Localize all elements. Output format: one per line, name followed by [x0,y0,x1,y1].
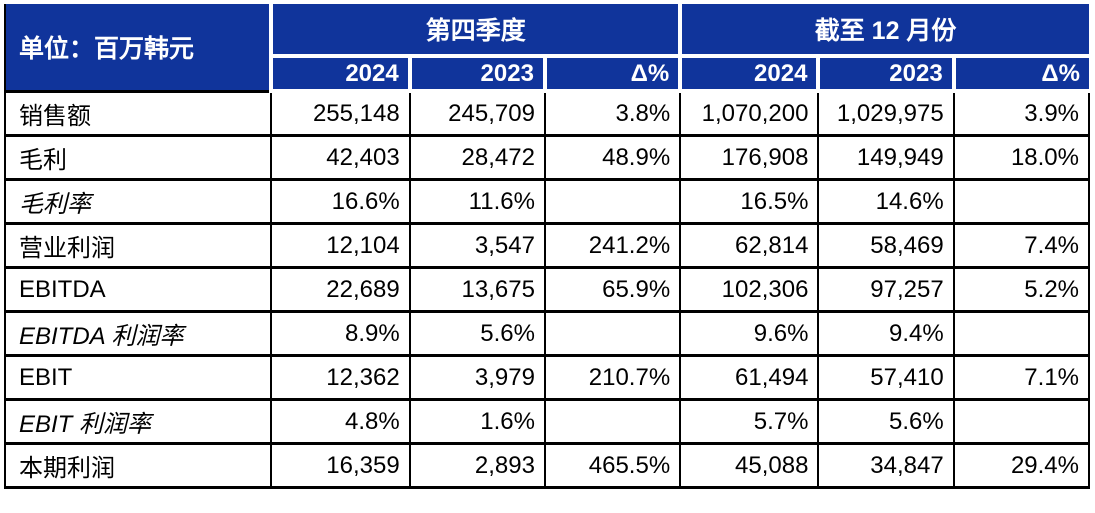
value-cell: 1,070,200 [679,89,820,137]
value-cell: 2,893 [408,442,546,489]
value-cell: 3,547 [408,222,546,269]
value-cell: 465.5% [543,442,682,489]
value-cell: 241.2% [543,222,682,269]
value-cell: 5.7% [679,398,820,445]
value-cell [543,310,682,357]
table-row-ebit-margin: EBIT 利润率 4.8% 1.6% 5.7% 5.6% [3,398,1091,445]
year-header-row: 2024 2023 Δ% 2024 2023 Δ% [5,54,1089,93]
value-cell [952,398,1091,445]
value-cell: 5.6% [817,398,955,445]
value-cell: 11.6% [408,178,546,225]
value-cell: 3.9% [952,89,1091,137]
value-cell: 210.7% [543,354,682,401]
value-cell: 18.0% [952,134,1091,181]
table-row-net-profit: 本期利润 16,359 2,893 465.5% 45,088 34,847 2… [3,442,1091,489]
table-row-ebit: EBIT 12,362 3,979 210.7% 61,494 57,410 7… [3,354,1091,401]
value-cell [543,178,682,225]
value-cell: 4.8% [270,398,411,445]
row-label: 毛利率 [3,178,273,225]
value-cell: 9.4% [817,310,955,357]
table-header: 单位：百万韩元 第四季度 截至 12 月份 2024 2023 Δ% 2024 … [3,4,1089,93]
table-row-gross-margin: 毛利率 16.6% 11.6% 16.5% 14.6% [3,178,1091,225]
row-label: 营业利润 [3,222,273,269]
column-header-q4-2024: 2024 [269,54,412,93]
column-header-q4-delta: Δ% [542,54,683,93]
value-cell: 7.1% [952,354,1091,401]
value-cell: 13,675 [408,266,546,313]
value-cell: 1,029,975 [817,89,955,137]
column-group-q4: 第四季度 [269,4,683,58]
value-cell: 34,847 [817,442,955,489]
value-cell [952,310,1091,357]
value-cell [543,398,682,445]
value-cell: 22,689 [270,266,411,313]
row-label: EBITDA 利润率 [3,310,273,357]
row-label: EBIT [3,354,273,401]
unit-label: 单位：百万韩元 [3,4,274,91]
table-row-gross-profit: 毛利 42,403 28,472 48.9% 176,908 149,949 1… [3,134,1091,181]
value-cell: 8.9% [270,310,411,357]
value-cell: 1.6% [408,398,546,445]
value-cell: 97,257 [817,266,955,313]
table-row-operating-profit: 营业利润 12,104 3,547 241.2% 62,814 58,469 7… [3,222,1091,269]
value-cell [952,178,1091,225]
value-cell: 29.4% [952,442,1091,489]
value-cell: 14.6% [817,178,955,225]
value-cell: 65.9% [543,266,682,313]
column-header-ytd-delta: Δ% [951,54,1089,93]
value-cell: 102,306 [679,266,820,313]
table-body: 销售额 255,148 245,709 3.8% 1,070,200 1,029… [3,89,1091,489]
value-cell: 245,709 [408,89,546,137]
value-cell: 16,359 [270,442,411,489]
value-cell: 16.6% [270,178,411,225]
value-cell: 58,469 [817,222,955,269]
value-cell: 57,410 [817,354,955,401]
value-cell: 61,494 [679,354,820,401]
table-row-sales: 销售额 255,148 245,709 3.8% 1,070,200 1,029… [3,89,1091,137]
financial-results-table: 单位：百万韩元 第四季度 截至 12 月份 2024 2023 Δ% 2024 … [3,4,1091,489]
table-row-ebitda-margin: EBITDA 利润率 8.9% 5.6% 9.6% 9.4% [3,310,1091,357]
value-cell: 255,148 [270,89,411,137]
value-cell: 28,472 [408,134,546,181]
value-cell: 9.6% [679,310,820,357]
column-header-ytd-2024: 2024 [678,54,821,93]
row-label: 毛利 [3,134,273,181]
value-cell: 16.5% [679,178,820,225]
value-cell: 48.9% [543,134,682,181]
value-cell: 42,403 [270,134,411,181]
value-cell: 7.4% [952,222,1091,269]
table-row-ebitda: EBITDA 22,689 13,675 65.9% 102,306 97,25… [3,266,1091,313]
value-cell: 3,979 [408,354,546,401]
value-cell: 12,362 [270,354,411,401]
column-header-ytd-2023: 2023 [816,54,956,93]
row-label: 本期利润 [3,442,273,489]
value-cell: 176,908 [679,134,820,181]
row-label: EBIT 利润率 [3,398,273,445]
value-cell: 12,104 [270,222,411,269]
value-cell: 5.6% [408,310,546,357]
value-cell: 149,949 [817,134,955,181]
column-header-q4-2023: 2023 [407,54,547,93]
value-cell: 45,088 [679,442,820,489]
row-label: EBITDA [3,266,273,313]
column-group-ytd-december: 截至 12 月份 [678,4,1089,58]
value-cell: 62,814 [679,222,820,269]
row-label: 销售额 [3,89,273,137]
value-cell: 3.8% [543,89,682,137]
group-header-row: 单位：百万韩元 第四季度 截至 12 月份 [3,4,1089,91]
value-cell: 5.2% [952,266,1091,313]
